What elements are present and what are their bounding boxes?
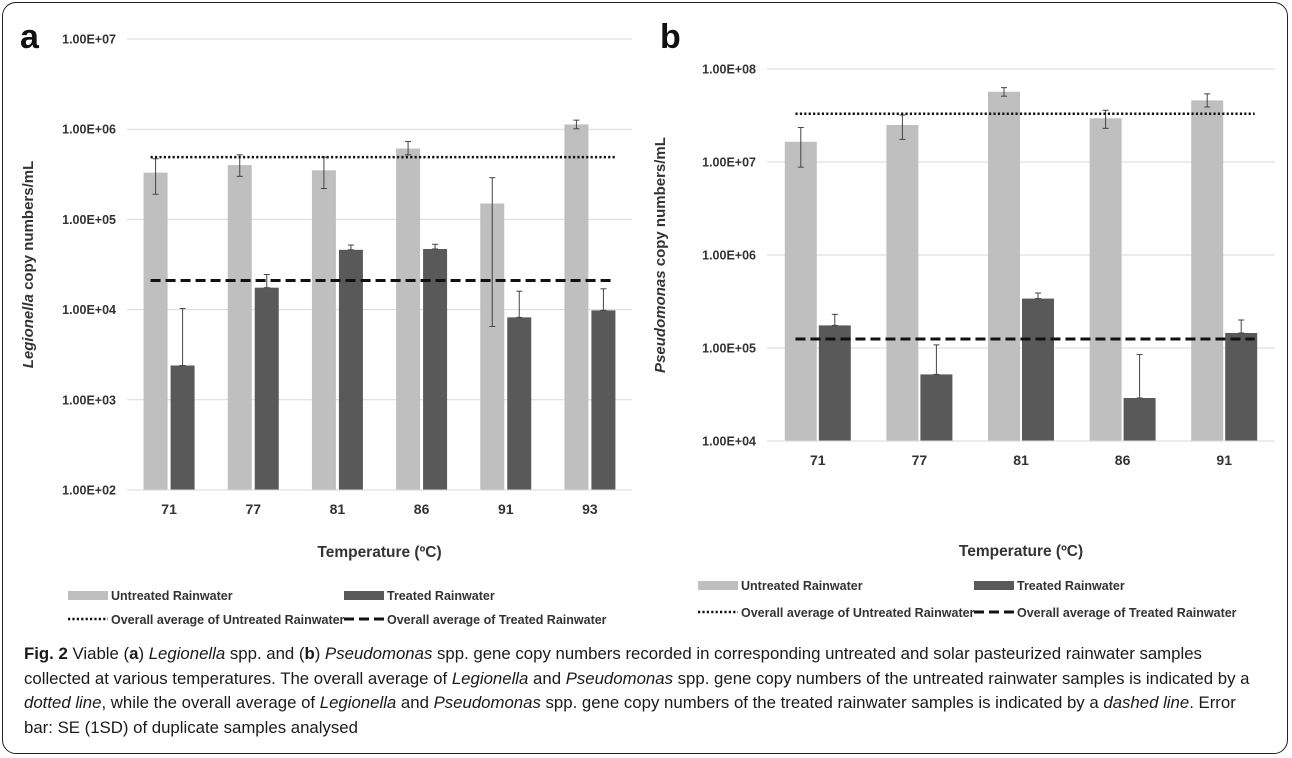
x-tick-label: 86 (414, 501, 430, 517)
y-tick-label: 1.00E+06 (62, 123, 116, 137)
bar-treated (818, 325, 851, 441)
figure-caption: Fig. 2 Viable (a) Legionella spp. and (b… (24, 642, 1269, 740)
caption-segment: and (528, 668, 566, 688)
bar-treated (423, 248, 448, 490)
bar-treated (1123, 397, 1156, 441)
caption-segment: ) (138, 644, 149, 663)
bar-untreated (988, 91, 1020, 441)
legend-label: Untreated Rainwater (741, 579, 863, 593)
caption-segment: spp. gene copy numbers of the untreated … (672, 668, 1250, 688)
bar-untreated (227, 165, 252, 491)
caption-segment: dotted line (24, 693, 102, 712)
legend-swatch (344, 591, 384, 600)
chart-panel-a: a 1.00E+02 1.00E+03 1.00E+04 1.00E+05 1.00E+0… (20, 18, 632, 627)
y-tick-label: 1.00E+03 (62, 393, 116, 407)
legend-swatch (698, 581, 738, 590)
legend-label: Overall average of Untreated Rainwater (741, 606, 975, 620)
caption-figure-label: Fig. 2 (24, 644, 68, 663)
y-tick-label: 1.00E+07 (62, 33, 116, 47)
y-axis-label-italic: Legionella (20, 294, 37, 368)
bar-treated (507, 317, 532, 490)
bar-treated (254, 287, 279, 490)
bar-untreated (886, 124, 919, 441)
panel-letter: b (660, 18, 681, 56)
legend-label: Overall average of Treated Rainwater (387, 613, 607, 627)
bar-untreated (784, 141, 817, 441)
caption-segment: , while the overall average of (101, 693, 320, 712)
y-tick-label: 1.00E+05 (702, 342, 756, 356)
legend-label: Untreated Rainwater (111, 589, 233, 603)
x-tick-label: 91 (498, 501, 514, 517)
y-tick-label: 1.00E+06 (702, 249, 756, 263)
y-tick-label: 1.00E+08 (702, 63, 756, 77)
caption-segment: . Error bar: SE (1SD) of duplicate sampl… (24, 693, 1236, 737)
bar-treated (1022, 298, 1054, 441)
bar-treated (338, 249, 363, 490)
bar-treated (1225, 332, 1258, 441)
caption-segment: spp. gene copy numbers of the treated ra… (540, 693, 1104, 712)
y-tick-label: 1.00E+05 (62, 213, 116, 227)
legend-label: Overall average of Untreated Rainwater (111, 613, 345, 627)
bar-untreated (311, 170, 336, 490)
chart-panel-b: b 1.00E+04 1.00E+05 1.00E+06 1.00E+07 1.00E+0… (652, 18, 1275, 620)
x-tick-label: 77 (245, 501, 261, 517)
x-tick-label: 81 (1013, 452, 1029, 468)
x-tick-label: 71 (810, 452, 826, 468)
legend-label: Treated Rainwater (1017, 579, 1125, 593)
x-tick-label: 81 (330, 501, 346, 517)
legend-swatch (68, 591, 108, 600)
legend-label: Treated Rainwater (387, 589, 495, 603)
x-tick-label: 91 (1216, 452, 1232, 468)
x-tick-label: 86 (1115, 452, 1131, 468)
y-tick-label: 1.00E+04 (702, 435, 756, 449)
bar-untreated (564, 124, 589, 490)
caption-segment: b (304, 644, 315, 663)
y-tick-label: 1.00E+07 (702, 156, 756, 170)
y-axis-label-rest: copy numbers/mL (652, 137, 669, 270)
caption-segment: Legionella (451, 668, 529, 688)
panel-letter: a (20, 18, 40, 56)
caption-segment: Viable ( (67, 644, 130, 663)
legend-label: Overall average of Treated Rainwater (1017, 606, 1237, 620)
legend-swatch (974, 581, 1014, 590)
x-tick-label: 71 (161, 501, 177, 517)
bar-treated (170, 365, 195, 490)
bar-untreated (1191, 100, 1224, 441)
caption-segment: dashed line (1103, 693, 1190, 712)
x-tick-label: 93 (582, 501, 598, 517)
y-axis-label: Pseudomonas copy numbers/mL (652, 137, 669, 373)
bar-untreated (1089, 118, 1122, 441)
caption-segment: Legionella (319, 693, 397, 712)
x-axis-label: Temperature (ºC) (317, 544, 441, 561)
caption-segment: and (396, 693, 434, 712)
caption-segment: Pseudomonas (433, 693, 541, 712)
x-tick-label: 77 (912, 452, 928, 468)
bar-treated (591, 310, 616, 490)
caption-segment: Legionella (148, 644, 226, 663)
caption-segment: Pseudomonas (325, 644, 433, 663)
y-tick-label: 1.00E+04 (62, 303, 116, 317)
x-axis-label: Temperature (ºC) (959, 543, 1083, 560)
bar-untreated (143, 172, 168, 490)
y-tick-label: 1.00E+02 (62, 484, 116, 498)
caption-segment: a (129, 644, 139, 663)
bar-untreated (396, 148, 421, 491)
y-axis-label-italic: Pseudomonas (652, 270, 669, 373)
y-axis-label: Legionella copy numbers/mL (20, 161, 37, 369)
bar-treated (920, 374, 953, 441)
caption-segment: ) (314, 644, 326, 663)
y-axis-label-rest: copy numbers/mL (20, 161, 37, 294)
caption-segment: spp. and ( (225, 644, 305, 663)
caption-body: Viable (a) Legionella spp. and (b) Pseud… (24, 644, 1249, 737)
caption-segment: Pseudomonas (565, 668, 673, 688)
caption-segment: spp. gene copy numbers recorded in corre… (24, 644, 1202, 688)
